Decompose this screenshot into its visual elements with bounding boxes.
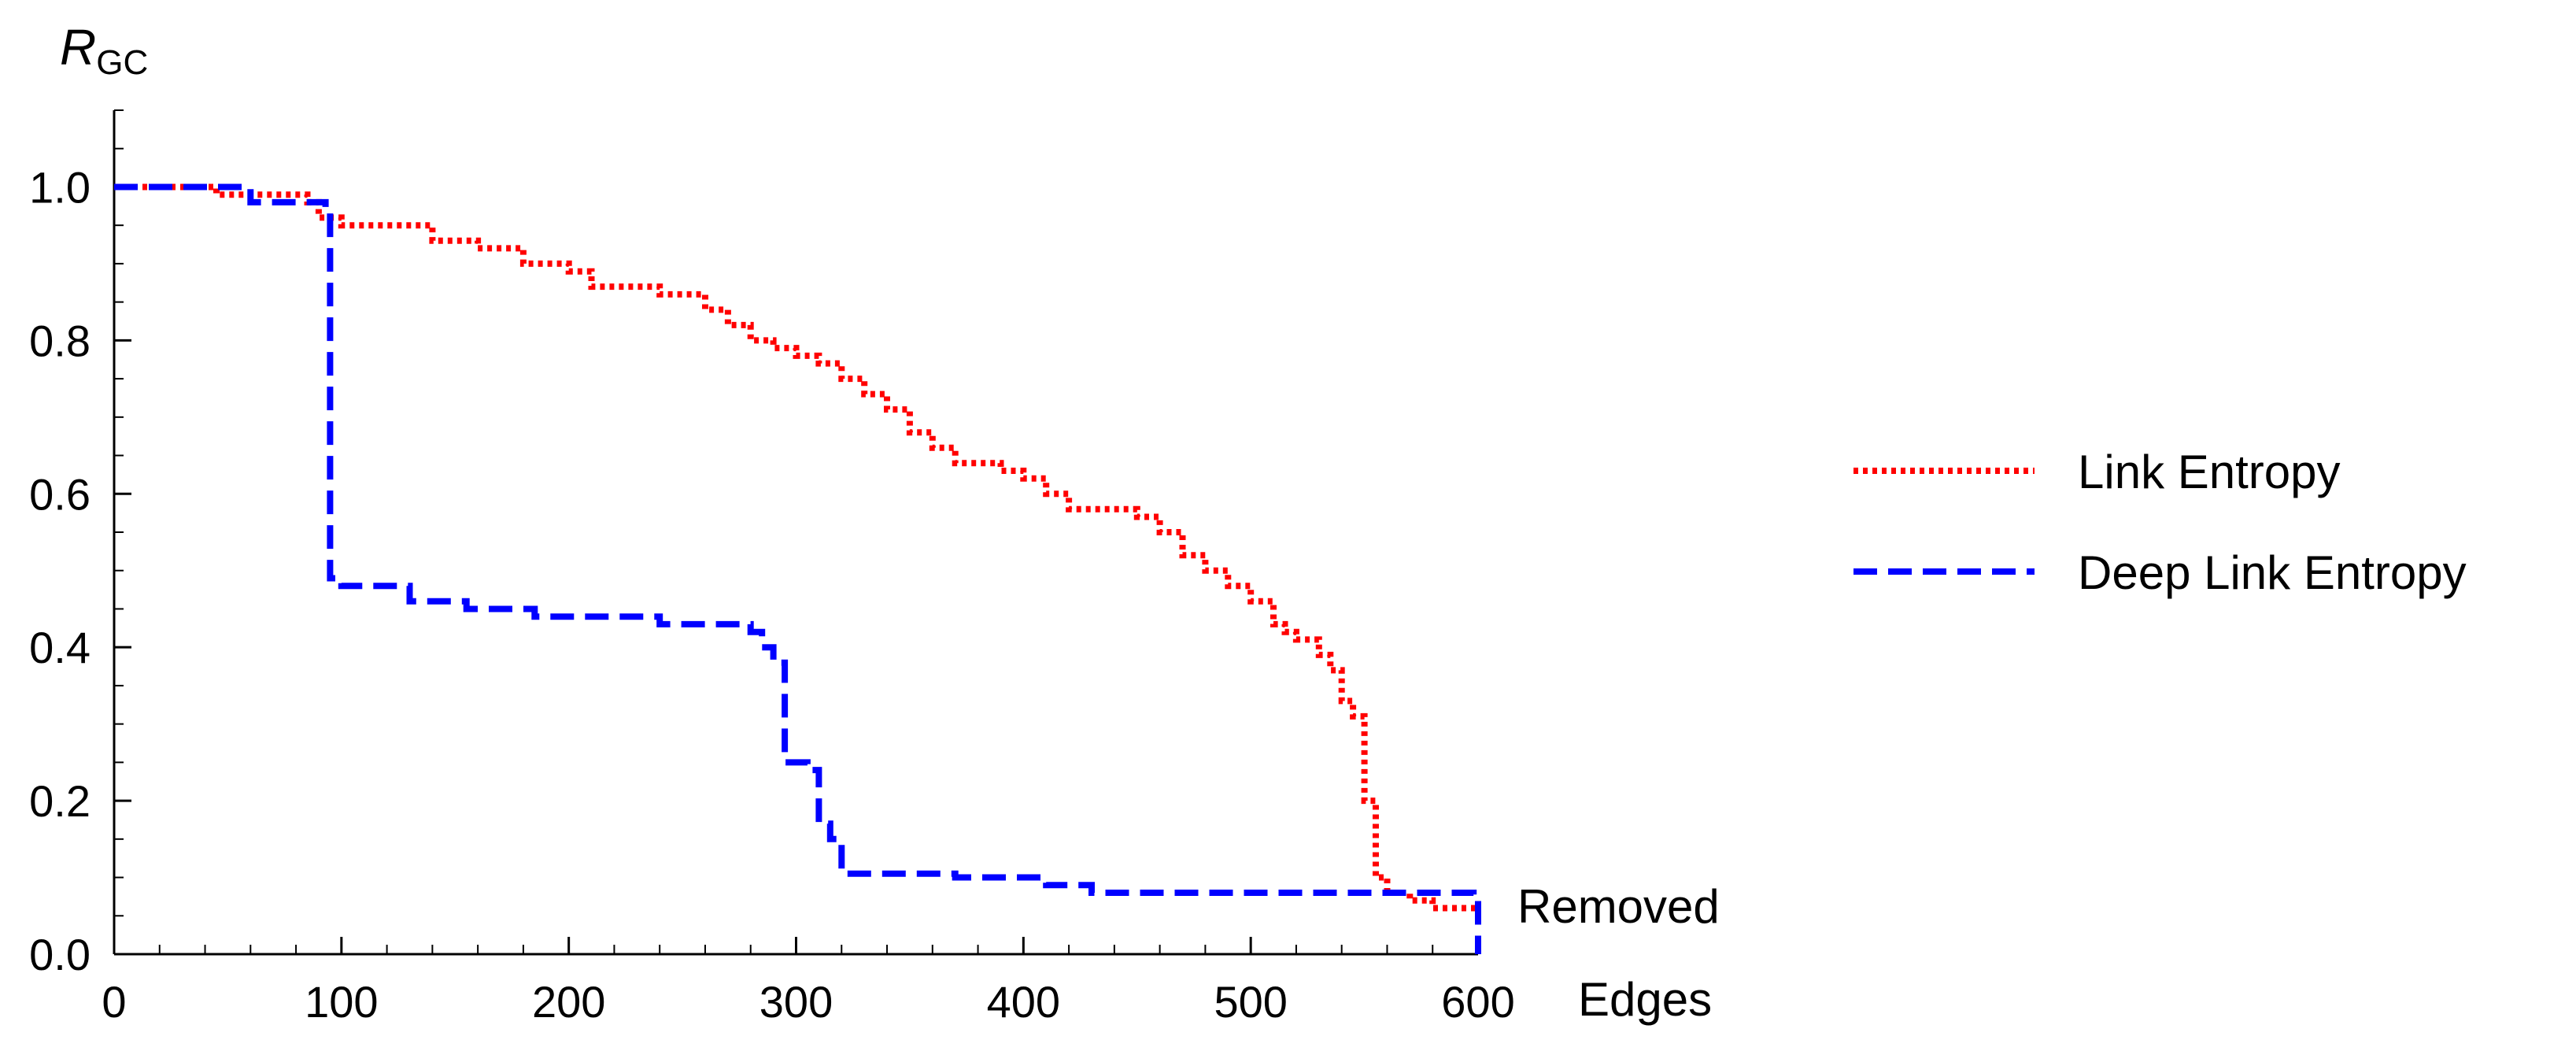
x-axis-label-line-1: Removed (1517, 880, 1720, 933)
y-tick-label: 0.8 (29, 316, 91, 365)
x-ticks: 0 100 200 300 400 500 600 (102, 937, 1515, 1027)
x-tick-label: 500 (1214, 977, 1287, 1027)
y-tick-label: 0.6 (29, 469, 91, 519)
y-tick-label: 1.0 (29, 162, 91, 212)
y-tick-label: 0.4 (29, 623, 91, 672)
series-line-link-entropy (114, 183, 1481, 916)
y-axis-label: RGC (60, 19, 148, 82)
x-tick-label: 400 (987, 977, 1060, 1027)
legend-label-deep-link-entropy: Deep Link Entropy (2078, 546, 2467, 599)
x-tick-label: 600 (1441, 977, 1514, 1027)
y-tick-label: 0.2 (29, 776, 91, 826)
y-ticks: 0.0 0.2 0.4 0.6 0.8 1.0 (29, 109, 131, 979)
series-layer (114, 183, 1481, 954)
legend-item-deep-link-entropy: Deep Link Entropy (1853, 546, 2467, 599)
series-line-deep-link-entropy (114, 183, 1481, 954)
legend-label-link-entropy: Link Entropy (2078, 446, 2341, 498)
x-tick-label: 300 (759, 977, 833, 1027)
x-tick-label: 100 (305, 977, 378, 1027)
axes: 0 100 200 300 400 500 600 0.0 0.2 0.4 0.6 0.8 1.0 (29, 109, 1515, 1027)
x-tick-label: 0 (102, 977, 126, 1027)
y-axis-label-main: R (60, 19, 96, 76)
legend: Link Entropy Deep Link Entropy (1853, 446, 2467, 599)
legend-item-link-entropy: Link Entropy (1853, 446, 2341, 498)
y-axis-label-sub: GC (96, 43, 148, 82)
y-tick-label: 0.0 (29, 930, 91, 979)
x-axis-label-line-2: Edges (1578, 973, 1712, 1026)
x-tick-label: 200 (532, 977, 605, 1027)
